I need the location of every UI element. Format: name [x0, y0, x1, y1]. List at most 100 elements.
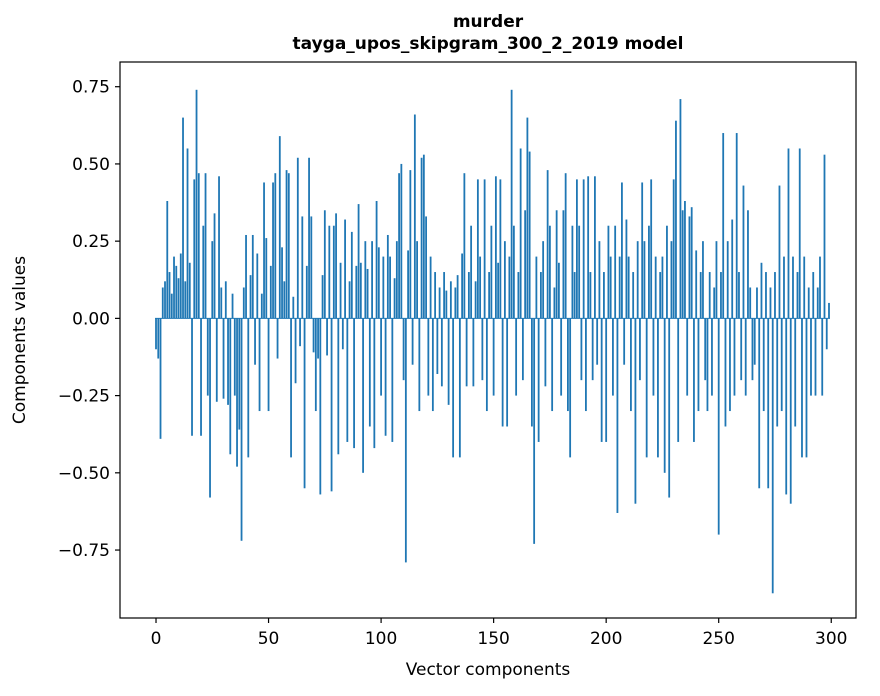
bar	[645, 318, 648, 458]
bar	[409, 170, 412, 319]
bar	[539, 272, 542, 319]
bar	[269, 265, 272, 319]
bar	[290, 318, 292, 458]
bar	[384, 318, 387, 436]
bar	[571, 225, 574, 319]
y-tick-label: 0.50	[72, 155, 110, 175]
bar	[510, 89, 513, 319]
bar	[521, 318, 524, 381]
bar	[371, 241, 373, 319]
bar	[621, 182, 623, 319]
bar	[285, 170, 288, 319]
bar	[681, 210, 684, 319]
bar	[657, 318, 659, 458]
bar	[747, 210, 749, 319]
bar	[344, 219, 346, 319]
bar	[724, 318, 727, 427]
bar	[179, 253, 182, 319]
bar	[231, 293, 234, 319]
bar	[636, 241, 639, 319]
bar	[434, 272, 437, 319]
bar	[643, 241, 646, 319]
bar	[377, 247, 380, 319]
bar	[463, 173, 466, 319]
bar	[679, 99, 682, 319]
bar	[661, 256, 664, 319]
bar	[582, 179, 585, 319]
bar	[287, 173, 290, 319]
bar	[816, 287, 819, 319]
bar	[481, 318, 484, 381]
bar	[731, 219, 734, 319]
bar	[411, 318, 414, 365]
bar	[796, 272, 799, 319]
bar	[301, 216, 304, 319]
y-tick-label: 0.25	[72, 232, 110, 252]
x-tick-label: 200	[590, 629, 622, 649]
bar	[177, 278, 180, 319]
bar	[236, 318, 238, 467]
bar	[587, 176, 590, 319]
bar	[341, 318, 344, 350]
x-axis-label: Vector components	[405, 660, 571, 680]
bar	[308, 157, 310, 319]
bar	[767, 318, 770, 489]
bar	[814, 318, 817, 396]
bar	[321, 275, 324, 319]
bar	[263, 182, 265, 319]
bar	[407, 250, 409, 319]
bar	[368, 318, 371, 427]
bar	[395, 241, 398, 319]
bar	[326, 318, 328, 356]
bar	[771, 318, 774, 594]
bar	[654, 256, 657, 319]
bar	[274, 173, 277, 319]
bar	[803, 256, 806, 319]
bar	[254, 318, 256, 365]
bar	[639, 318, 641, 381]
bar	[348, 281, 351, 319]
bar	[567, 318, 569, 412]
bar	[740, 318, 743, 381]
bar	[283, 281, 286, 319]
bar	[319, 318, 322, 495]
bar	[494, 176, 497, 319]
bar	[760, 262, 763, 319]
bar	[819, 256, 821, 319]
bar	[258, 318, 261, 412]
bar	[272, 182, 274, 319]
bar	[742, 185, 745, 319]
bar	[337, 318, 340, 455]
y-tick-label: −0.50	[58, 464, 110, 484]
bar	[380, 318, 382, 396]
bar	[157, 318, 160, 359]
x-tick-label: 0	[151, 629, 162, 649]
bar	[787, 148, 790, 319]
bar	[580, 318, 583, 381]
bar	[821, 318, 824, 396]
bar	[438, 287, 441, 319]
bar	[738, 272, 740, 319]
bar	[355, 265, 358, 319]
bar	[193, 179, 196, 319]
bar	[497, 262, 500, 319]
bar	[458, 318, 461, 458]
bar	[182, 117, 184, 319]
bar	[195, 89, 198, 319]
bar	[528, 151, 531, 319]
x-tick-label: 300	[815, 629, 847, 649]
bar	[558, 262, 560, 319]
bar	[686, 318, 689, 396]
bar	[317, 318, 319, 359]
bar	[670, 241, 673, 319]
bar	[508, 256, 511, 319]
bar	[537, 318, 540, 442]
bar	[490, 225, 493, 319]
bar	[607, 225, 610, 319]
bar	[265, 238, 268, 319]
bar	[549, 225, 551, 319]
bar	[418, 318, 421, 412]
bar	[188, 262, 191, 319]
bar	[713, 287, 716, 319]
bar	[672, 179, 675, 319]
